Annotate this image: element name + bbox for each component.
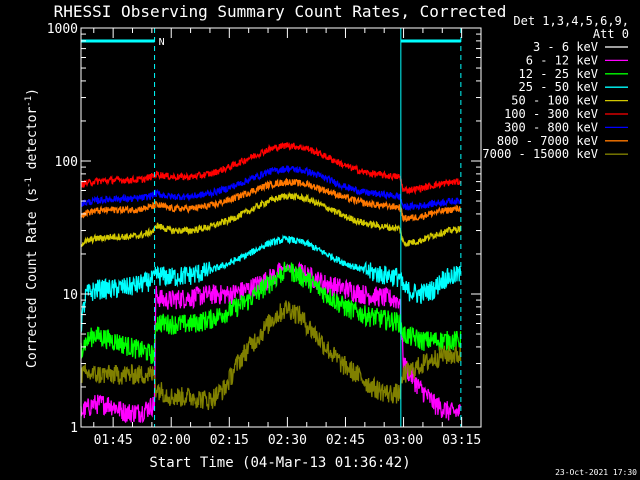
legend-item-label: 7000 - 15000 keV xyxy=(482,147,598,161)
data-layer xyxy=(80,141,462,424)
y-axis-label-part: -1 xyxy=(24,177,34,188)
series-line xyxy=(80,300,462,411)
legend-item-label: 25 - 50 keV xyxy=(519,80,598,94)
y-axis-label-part: ) xyxy=(25,88,40,96)
y-axis-label-part: Corrected Count Rate (s xyxy=(25,188,40,368)
x-tick-label: 01:45 xyxy=(94,433,133,448)
legend-item-label: 6 - 12 keV xyxy=(526,53,598,67)
legend-item-label: 50 - 100 keV xyxy=(511,94,598,108)
legend-item-label: 3 - 6 keV xyxy=(533,40,598,54)
legend-item-label: 100 - 300 keV xyxy=(504,107,598,121)
x-tick-label: 02:00 xyxy=(152,433,191,448)
legend-header-line-2: Att 0 xyxy=(593,27,629,41)
x-tick-label: 03:15 xyxy=(442,433,481,448)
plot-frame xyxy=(80,27,482,428)
y-axis-label-part: detector xyxy=(25,107,40,178)
series-line xyxy=(80,165,462,211)
x-tick-label: 02:45 xyxy=(326,433,365,448)
legend-item-label: 800 - 7000 keV xyxy=(497,134,598,148)
x-tick-label: 03:00 xyxy=(384,433,423,448)
x-axis-label: Start Time (04-Mar-13 01:36:42) xyxy=(149,455,410,471)
timestamp: 23-Oct-2021 17:30 xyxy=(555,468,637,477)
x-tick-label: 02:15 xyxy=(210,433,249,448)
night-intervals: N xyxy=(80,28,462,427)
y-axis-label-part: -1 xyxy=(24,96,34,107)
y-tick-label: 1 xyxy=(70,421,78,436)
legend-header-line-1: Det 1,3,4,5,6,9, xyxy=(513,14,629,28)
legend-item-label: 12 - 25 keV xyxy=(519,67,598,81)
series-line xyxy=(80,177,462,223)
series-line xyxy=(80,141,462,196)
y-axis: 1 10 100 1000 xyxy=(47,22,481,436)
y-tick-label: 1000 xyxy=(47,22,78,37)
series-line xyxy=(80,234,462,333)
x-tick-label: 02:30 xyxy=(268,433,307,448)
series-line xyxy=(80,191,462,248)
x-axis: 01:45 02:00 02:15 02:30 02:45 03:00 03:15 xyxy=(93,28,482,448)
chart-title: RHESSI Observing Summary Count Rates, Co… xyxy=(54,2,507,21)
y-tick-label: 10 xyxy=(62,288,78,303)
night-marker: N xyxy=(159,37,165,48)
y-axis-label: Corrected Count Rate (s-1 detector-1) xyxy=(24,88,40,368)
series-line xyxy=(155,279,458,417)
y-tick-label: 100 xyxy=(55,155,78,170)
legend-item-label: 300 - 800 keV xyxy=(504,120,598,134)
series-line xyxy=(80,261,462,365)
